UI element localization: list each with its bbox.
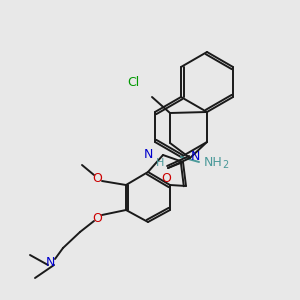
Text: N: N [45, 256, 55, 268]
Text: O: O [161, 172, 171, 185]
Text: Cl: Cl [128, 76, 140, 88]
Text: NH: NH [204, 155, 222, 169]
Text: 2: 2 [222, 160, 228, 170]
Text: O: O [92, 212, 102, 224]
Text: N: N [190, 149, 200, 163]
Text: O: O [92, 172, 102, 184]
Text: N: N [143, 148, 153, 160]
Text: H: H [156, 158, 164, 168]
